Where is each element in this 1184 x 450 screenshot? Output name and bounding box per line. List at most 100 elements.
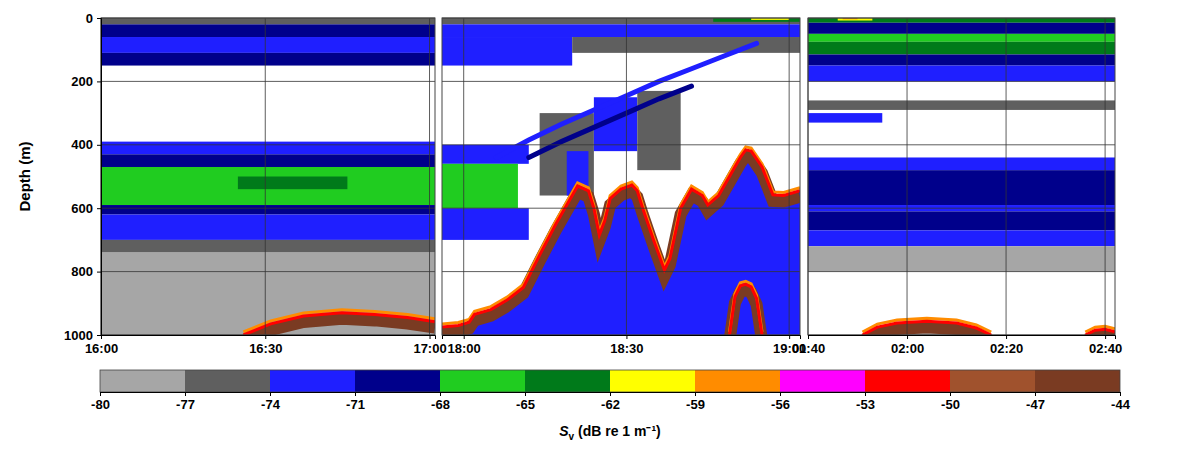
axis-line: [443, 336, 801, 340]
colorbar-cell: [1035, 370, 1120, 392]
seafloor-rim: [243, 313, 435, 335]
x-tick-label: 16:30: [249, 341, 282, 356]
x-tick-label: 02:20: [990, 341, 1023, 356]
scattering-layer: [808, 100, 1115, 110]
grid-line: [429, 18, 430, 335]
x-tick-label: 02:00: [891, 341, 924, 356]
x-tick: 17:00: [413, 335, 446, 356]
scattering-layer: [442, 18, 800, 24]
grid-line: [463, 18, 464, 335]
grid-line: [808, 144, 1115, 145]
y-tick: 0: [86, 11, 101, 26]
y-tick-label: 1000: [64, 328, 93, 343]
x-axis: 18:0018:3019:00: [443, 335, 807, 356]
scattering-layer: [101, 37, 435, 53]
scattering-layer: [540, 113, 594, 195]
seafloor-rim: [1085, 329, 1115, 335]
axis-line: [809, 336, 1116, 340]
sub-bottom: [442, 150, 800, 335]
grid-line: [101, 208, 435, 209]
tick-mark: [1006, 335, 1007, 339]
scattering-layer: [101, 167, 435, 205]
colorbar-title: Sv (dB re 1 m⁻¹): [559, 423, 661, 442]
grid-line: [1105, 18, 1106, 335]
tick-mark: [97, 18, 101, 19]
colorbar-axis: -80-77-74-71-68-65-62-59-56-53-50-47-44: [91, 392, 1131, 412]
grid-line: [442, 81, 800, 82]
grid-line: [907, 18, 908, 335]
y-tick-label: 0: [86, 11, 93, 26]
tick-mark: [100, 392, 101, 396]
tick-mark: [97, 208, 101, 209]
colorbar-tick-label: -65: [516, 397, 535, 412]
colorbar-tick: -50: [941, 392, 960, 412]
x-tick: 02:20: [990, 335, 1023, 356]
seafloor-rim: [729, 284, 762, 335]
scattering-layer: [808, 54, 1115, 65]
y-axis-title: Depth (m): [16, 142, 33, 212]
scattering-layer: [101, 205, 435, 215]
y-tick-label: 400: [71, 137, 93, 152]
grid-line: [442, 144, 800, 145]
colorbar-tick: -71: [346, 392, 365, 412]
grid-line: [442, 271, 800, 272]
panel-background: [101, 18, 435, 335]
colorbar-tick: -44: [1111, 392, 1131, 412]
colorbar-tick-label: -68: [431, 397, 450, 412]
colorbar-tick: -74: [261, 392, 281, 412]
scattering-layer: [442, 208, 529, 240]
colorbar-cell: [610, 370, 695, 392]
y-tick-label: 800: [71, 264, 93, 279]
colorbar-tick: -47: [1026, 392, 1045, 412]
x-tick-label: 16:00: [85, 341, 118, 356]
sub-bottom: [243, 313, 435, 335]
grid: [101, 18, 435, 335]
scattering-layer: [808, 66, 1115, 82]
scattering-layer: [808, 42, 1115, 55]
tick-mark: [185, 392, 186, 396]
tick-mark: [626, 335, 627, 339]
panel-data: [808, 18, 1115, 335]
tick-mark: [950, 392, 951, 396]
tick-mark: [97, 335, 101, 336]
colorbar-cell: [185, 370, 270, 392]
scattering-layer: [101, 53, 435, 66]
scattering-layer: [442, 37, 572, 66]
y-tick: 400: [71, 137, 101, 152]
x-tick: 01:40: [792, 335, 825, 356]
scattering-layer: [101, 240, 435, 253]
colorbar-tick-label: -74: [261, 397, 281, 412]
y-axis: 02004006008001000: [64, 11, 101, 343]
colorbar-cell: [950, 370, 1035, 392]
colorbar-cell: [865, 370, 950, 392]
tick-mark: [1035, 392, 1036, 396]
tick-mark: [440, 392, 441, 396]
grid: [442, 18, 800, 335]
colorbar-frame: [100, 370, 1120, 392]
scattering-layer: [808, 18, 1115, 23]
scattering-layer: [808, 170, 1115, 205]
colorbar-tick: -65: [516, 392, 535, 412]
tick-mark: [1105, 335, 1106, 339]
scattering-layer: [101, 154, 435, 167]
scattering-layer: [572, 37, 800, 53]
panel-frame: [442, 18, 800, 335]
scattering-layer: [808, 157, 1115, 170]
grid-line: [808, 271, 1115, 272]
y-tick-label: 600: [71, 201, 93, 216]
panel-data: [101, 18, 435, 335]
x-tick-label: 01:40: [792, 341, 825, 356]
tick-mark: [430, 335, 431, 339]
y-tick: 800: [71, 264, 101, 279]
colorbar-tick: -62: [601, 392, 620, 412]
scattering-layer: [808, 205, 1115, 211]
x-tick: 02:00: [891, 335, 924, 356]
y-tick: 1000: [64, 328, 101, 343]
x-axis: 16:00 16:30 17:00: [85, 335, 447, 356]
x-tick-label: 02:40: [1089, 341, 1122, 356]
scattering-layer: [101, 24, 435, 37]
colorbar-tick-label: -53: [856, 397, 875, 412]
x-tick-label: 18:00: [448, 341, 481, 356]
colorbar-cell: [525, 370, 610, 392]
colorbar-tick-label: -47: [1026, 397, 1045, 412]
